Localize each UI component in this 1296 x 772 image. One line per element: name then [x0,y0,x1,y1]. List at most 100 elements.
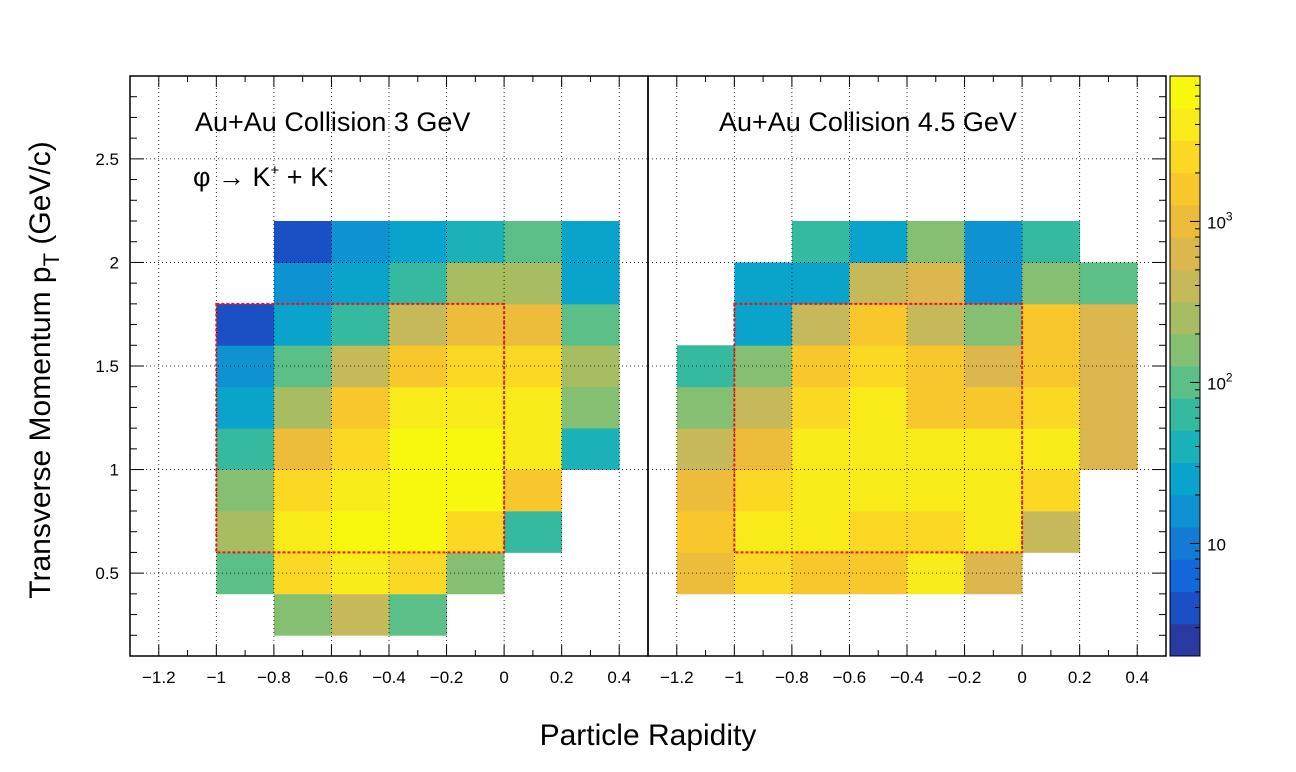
x-tick-label: −0.2 [430,668,464,687]
heatmap-cell [907,303,965,346]
heatmap-cell [791,386,850,429]
x-tick-label: 0.4 [607,668,631,687]
heatmap-cell [446,303,505,346]
tick-labels: −1.2 −1 −0.8 −0.6 −0.4 −0.2 0 0.2 0.4 0.5 1 1.5 2 2.5… [95,150,1149,687]
heatmap-cell [1022,469,1081,512]
heatmap-cell [331,593,390,636]
colorbar-swatch [1170,398,1200,431]
heatmap-cell [504,386,563,429]
heatmap-cell [504,511,563,553]
heatmap-cell [734,511,793,553]
heatmap-cell [907,469,965,512]
heatmap-cell [216,469,275,512]
colorbar-tick-label: 102 [1207,370,1233,393]
colorbar-swatch [1170,462,1200,496]
heatmap-cell [676,345,735,388]
heatmap-cell [964,386,1023,429]
heatmap-cell [446,428,505,470]
heatmap-cell [964,221,1023,263]
heatmap-cell [849,428,908,470]
heatmap-cell [791,262,850,305]
heatmap-cell [791,428,850,470]
heatmap-cell [734,345,793,388]
heatmap-cell [849,511,908,553]
heatmap-cell [446,262,505,305]
x-axis-label: Particle Rapidity [540,719,757,752]
x-tick-label: −0.4 [890,668,924,687]
x-tick-label: −1 [207,668,226,687]
x-tick-label: −1 [725,668,744,687]
heatmap-cell [216,345,275,388]
heatmap-cell [504,262,563,305]
heatmap-cell [331,262,390,305]
heatmap-cell [676,386,735,429]
heatmap-cell [964,303,1023,346]
heatmap-cell [561,221,620,263]
y-tick-label: 1.5 [95,357,119,376]
heatmap-cell [676,469,735,512]
heatmap-cell [734,469,793,512]
heatmap-cell [446,345,505,388]
colorbar-swatch [1170,301,1200,335]
heatmap-cell [389,511,447,553]
heatmap-cell [907,428,965,470]
x-tick-label: 0.4 [1125,668,1149,687]
grid-lines [130,76,1166,656]
heatmap-cell [331,386,390,429]
x-tick-label: −0.8 [775,668,809,687]
colorbar-swatch [1170,494,1200,528]
heatmap-cell [907,221,965,263]
colorbar: 10 102 103 [1169,75,1233,657]
heatmap-cell [964,262,1023,305]
heatmap-cell [791,221,850,263]
heatmap-cell [734,552,793,595]
x-tick-label: 0.2 [1068,668,1092,687]
heatmap-cell [389,221,447,263]
annotation-minus: - [328,162,333,179]
heatmap-cell [504,303,563,346]
heatmap-cell [1022,262,1081,305]
heatmap-cell [964,511,1023,553]
heatmap-cell [1022,511,1081,553]
heatmap-cell [1079,386,1138,429]
heatmap-cell [389,469,447,512]
panel2-title: Au+Au Collision 4.5 GeV [719,107,1017,137]
heatmap-cell [446,386,505,429]
heatmap-cell [273,262,332,305]
colorbar-swatch [1170,623,1200,657]
heatmap-cell [389,262,447,305]
heatmap-cell [1079,262,1138,305]
heatmap-cell [561,303,620,346]
heatmap-cell [849,303,908,346]
heatmap-cell [216,511,275,553]
x-tick-label: −0.6 [315,668,349,687]
heatmap-cell [446,552,505,595]
y-tick-label: 2.5 [95,150,119,169]
heatmap-cell [1022,303,1081,346]
heatmap-cell [331,552,390,595]
selection-boxes [215,302,1024,554]
x-tick-label: −1.2 [660,668,694,687]
selection-box [733,302,1024,554]
colorbar-swatch [1170,76,1200,109]
heatmap-cell [734,303,793,346]
heatmap-cell [964,469,1023,512]
heatmap-cell [676,511,735,553]
heatmap-cell [273,428,332,470]
heatmap-cell [1022,386,1081,429]
heatmap-cell [504,221,563,263]
panel1-annotation: φ → K+ + K- [193,162,333,192]
y-tick-label: 2 [110,253,119,272]
heatmap-cell [504,345,563,388]
heatmap-cell [734,386,793,429]
colorbar-swatch [1170,172,1200,206]
heatmap-cell [964,428,1023,470]
heatmap-cell [389,428,447,470]
heatmap-cell [964,345,1023,388]
axis-ticks [129,75,1167,657]
heatmap-cell [849,262,908,305]
colorbar-tick-label: 10 [1207,535,1226,554]
heatmap-cell [273,386,332,429]
heatmap-cell [1022,221,1081,263]
